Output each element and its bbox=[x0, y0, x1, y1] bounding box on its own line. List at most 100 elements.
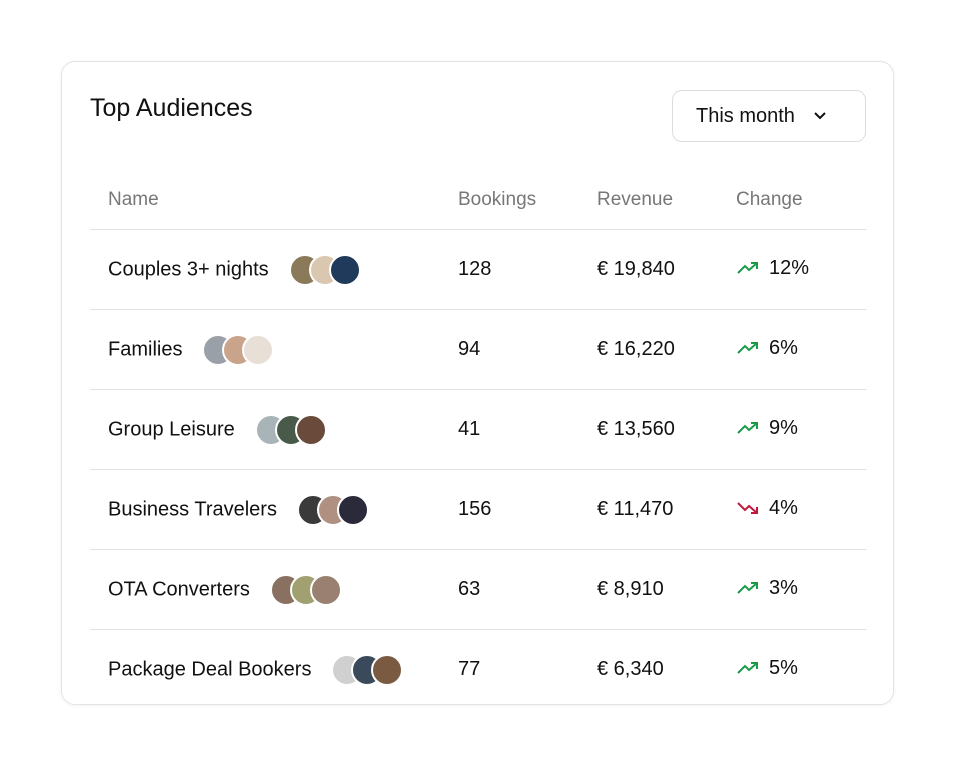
table-row: Group Leisure 41 € 13,560 9% bbox=[90, 389, 867, 470]
trend-line bbox=[751, 582, 758, 590]
table-cell: Business Travelers bbox=[90, 469, 457, 550]
bookings: 128 bbox=[458, 258, 492, 280]
revenue: € 16,220 bbox=[597, 338, 675, 360]
table-cell: 9% bbox=[735, 389, 867, 470]
column-header: Bookings bbox=[457, 170, 596, 230]
avatar bbox=[328, 253, 361, 286]
trend-line bbox=[751, 422, 758, 430]
change: 6% bbox=[736, 337, 798, 360]
trend-line bbox=[751, 342, 758, 350]
audience-name: Families bbox=[108, 337, 183, 360]
trend-line bbox=[737, 662, 758, 674]
bookings: 41 bbox=[458, 418, 481, 440]
revenue: € 8,910 bbox=[597, 578, 664, 600]
bookings: 63 bbox=[458, 578, 481, 600]
change: 9% bbox=[736, 417, 798, 440]
trend-line bbox=[751, 262, 758, 270]
table-row: Business Travelers 156 € 11,470 4% bbox=[90, 469, 867, 550]
table-cell: 63 bbox=[457, 549, 596, 630]
trend-line bbox=[737, 262, 758, 274]
avatar-group bbox=[331, 653, 404, 686]
change-value: 4% bbox=[769, 496, 798, 519]
avatar bbox=[309, 573, 342, 606]
dropdown-label: This month bbox=[696, 104, 795, 127]
avatar bbox=[336, 493, 369, 526]
change-value: 9% bbox=[769, 416, 798, 439]
table-cell: 156 bbox=[457, 469, 596, 550]
table-row: Package Deal Bookers 77 € 6,340 5% bbox=[90, 630, 867, 710]
bookings: 77 bbox=[458, 658, 481, 680]
avatar-group bbox=[288, 253, 361, 286]
trend-icon bbox=[737, 262, 758, 274]
revenue: € 11,470 bbox=[597, 498, 674, 520]
trend-line bbox=[737, 422, 758, 434]
table-cell: € 19,840 bbox=[596, 229, 735, 310]
table-cell: Package Deal Bookers bbox=[90, 630, 457, 710]
avatar-group bbox=[202, 333, 275, 366]
table-row: Couples 3+ nights 128 € 19,840 12% bbox=[90, 229, 867, 310]
avatar-group bbox=[269, 573, 342, 606]
change: 12% bbox=[736, 257, 809, 280]
avatar-group bbox=[254, 413, 327, 446]
avatar-group bbox=[296, 493, 369, 526]
audiences-table: Name Bookings Revenue Change Couples 3+ nig… bbox=[90, 170, 867, 709]
table-cell: 6% bbox=[735, 309, 867, 390]
audience-name: Group Leisure bbox=[108, 417, 235, 440]
table-cell: Families bbox=[90, 309, 457, 390]
table-body: Couples 3+ nights 128 € 19,840 12% Families 9… bbox=[90, 229, 867, 710]
audience-name: OTA Converters bbox=[108, 577, 250, 600]
change-value: 6% bbox=[769, 336, 798, 359]
chevron-icon bbox=[814, 112, 826, 120]
change: 5% bbox=[736, 657, 798, 680]
audiences-card: Top Audiences This month Name Bookings Rev… bbox=[61, 61, 894, 705]
change-value: 3% bbox=[769, 576, 798, 599]
table-cell: 41 bbox=[457, 389, 596, 470]
table-cell: Group Leisure bbox=[90, 389, 457, 470]
period-dropdown[interactable]: This month bbox=[672, 90, 866, 142]
column-header: Name bbox=[90, 170, 457, 230]
table-cell: 5% bbox=[735, 630, 867, 710]
revenue: € 6,340 bbox=[597, 658, 664, 680]
trend-icon bbox=[737, 342, 758, 354]
bookings: 156 bbox=[458, 498, 492, 520]
table-cell: 3% bbox=[735, 549, 867, 630]
table-cell: 4% bbox=[735, 469, 867, 550]
trend-icon bbox=[737, 662, 758, 674]
trend-line bbox=[751, 507, 758, 515]
table-cell: 12% bbox=[735, 229, 867, 310]
table-cell: € 16,220 bbox=[596, 309, 735, 390]
audience-name: Business Travelers bbox=[108, 497, 277, 520]
table-cell: Couples 3+ nights bbox=[90, 229, 457, 310]
audience-name: Package Deal Bookers bbox=[108, 657, 312, 680]
trend-icon bbox=[737, 582, 758, 594]
header-row: Name Bookings Revenue Change bbox=[90, 170, 867, 230]
avatar bbox=[294, 413, 327, 446]
column-header: Change bbox=[735, 170, 867, 230]
table-cell: € 13,560 bbox=[596, 389, 735, 470]
trend-line bbox=[751, 662, 758, 670]
table-cell: € 8,910 bbox=[596, 549, 735, 630]
revenue: € 19,840 bbox=[597, 258, 675, 280]
table-row: Families 94 € 16,220 6% bbox=[90, 309, 867, 390]
bookings: 94 bbox=[458, 338, 481, 360]
trend-line bbox=[737, 502, 758, 515]
table-cell: 128 bbox=[457, 229, 596, 310]
table-cell: € 6,340 bbox=[596, 630, 735, 710]
audience-name: Couples 3+ nights bbox=[108, 257, 269, 280]
trend-icon bbox=[737, 422, 758, 434]
trend-line bbox=[737, 582, 758, 594]
table-cell: 94 bbox=[457, 309, 596, 390]
trend-line bbox=[737, 342, 758, 354]
change: 4% bbox=[736, 497, 798, 520]
revenue: € 13,560 bbox=[597, 418, 675, 440]
avatar bbox=[242, 333, 275, 366]
change-value: 5% bbox=[769, 656, 798, 679]
table-cell: € 11,470 bbox=[596, 469, 735, 550]
table-cell: OTA Converters bbox=[90, 549, 457, 630]
table-row: OTA Converters 63 € 8,910 3% bbox=[90, 549, 867, 630]
card-title: Top Audiences bbox=[90, 94, 253, 122]
change: 3% bbox=[736, 577, 798, 600]
table-cell: 77 bbox=[457, 630, 596, 710]
avatar bbox=[371, 653, 404, 686]
